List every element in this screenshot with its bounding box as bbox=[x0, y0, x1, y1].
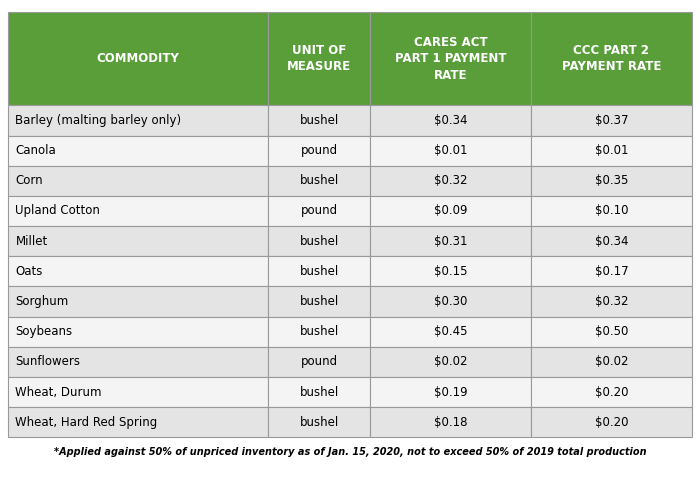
Bar bbox=[8, 377, 268, 407]
Bar bbox=[268, 256, 370, 286]
Bar bbox=[8, 196, 268, 226]
Bar bbox=[268, 166, 370, 196]
Text: $0.02: $0.02 bbox=[434, 355, 468, 368]
Bar bbox=[268, 105, 370, 136]
Text: $0.19: $0.19 bbox=[434, 386, 468, 399]
Text: $0.35: $0.35 bbox=[594, 174, 628, 187]
Text: Soybeans: Soybeans bbox=[15, 325, 73, 338]
Text: $0.32: $0.32 bbox=[594, 295, 628, 308]
Bar bbox=[370, 256, 531, 286]
Bar bbox=[370, 105, 531, 136]
Text: bushel: bushel bbox=[300, 386, 339, 399]
Bar bbox=[8, 136, 268, 166]
Text: COMMODITY: COMMODITY bbox=[97, 52, 180, 65]
Bar bbox=[268, 286, 370, 317]
Bar bbox=[268, 347, 370, 377]
Bar bbox=[531, 347, 692, 377]
Text: $0.20: $0.20 bbox=[594, 416, 628, 429]
Text: Canola: Canola bbox=[15, 144, 56, 157]
Text: $0.20: $0.20 bbox=[594, 386, 628, 399]
Text: $0.18: $0.18 bbox=[434, 416, 468, 429]
Bar bbox=[268, 196, 370, 226]
Text: bushel: bushel bbox=[300, 265, 339, 278]
Text: bushel: bushel bbox=[300, 235, 339, 248]
Text: $0.10: $0.10 bbox=[594, 205, 628, 217]
Bar bbox=[268, 12, 370, 105]
Text: pound: pound bbox=[301, 355, 338, 368]
Text: Sunflowers: Sunflowers bbox=[15, 355, 80, 368]
Bar bbox=[531, 377, 692, 407]
Bar bbox=[370, 407, 531, 437]
Bar bbox=[268, 226, 370, 256]
Text: *Applied against 50% of unpriced inventory as of Jan. 15, 2020, not to exceed 50: *Applied against 50% of unpriced invento… bbox=[54, 447, 646, 457]
Bar bbox=[531, 12, 692, 105]
Bar bbox=[8, 12, 268, 105]
Bar bbox=[370, 196, 531, 226]
Text: CCC PART 2
PAYMENT RATE: CCC PART 2 PAYMENT RATE bbox=[561, 44, 661, 73]
Bar bbox=[531, 256, 692, 286]
Text: pound: pound bbox=[301, 205, 338, 217]
Text: bushel: bushel bbox=[300, 295, 339, 308]
Bar bbox=[8, 105, 268, 136]
Bar bbox=[531, 317, 692, 347]
Bar bbox=[370, 286, 531, 317]
Bar bbox=[370, 377, 531, 407]
Bar bbox=[268, 377, 370, 407]
Text: Barley (malting barley only): Barley (malting barley only) bbox=[15, 114, 181, 127]
Text: CARES ACT
PART 1 PAYMENT
RATE: CARES ACT PART 1 PAYMENT RATE bbox=[395, 35, 507, 82]
Bar bbox=[8, 166, 268, 196]
Text: bushel: bushel bbox=[300, 416, 339, 429]
Text: Corn: Corn bbox=[15, 174, 43, 187]
Text: $0.09: $0.09 bbox=[434, 205, 468, 217]
Text: $0.50: $0.50 bbox=[594, 325, 628, 338]
Bar bbox=[531, 105, 692, 136]
Text: UNIT OF
MEASURE: UNIT OF MEASURE bbox=[287, 44, 351, 73]
Bar bbox=[531, 166, 692, 196]
Bar bbox=[531, 226, 692, 256]
Bar bbox=[8, 407, 268, 437]
Bar bbox=[268, 317, 370, 347]
Text: bushel: bushel bbox=[300, 325, 339, 338]
Bar bbox=[531, 196, 692, 226]
Bar bbox=[370, 226, 531, 256]
Text: Wheat, Durum: Wheat, Durum bbox=[15, 386, 102, 399]
Text: $0.32: $0.32 bbox=[434, 174, 468, 187]
Text: Wheat, Hard Red Spring: Wheat, Hard Red Spring bbox=[15, 416, 158, 429]
Bar bbox=[370, 166, 531, 196]
Bar bbox=[370, 136, 531, 166]
Text: Millet: Millet bbox=[15, 235, 48, 248]
Bar bbox=[370, 317, 531, 347]
Text: $0.01: $0.01 bbox=[434, 144, 468, 157]
Text: $0.34: $0.34 bbox=[594, 235, 628, 248]
Text: $0.30: $0.30 bbox=[434, 295, 468, 308]
Text: pound: pound bbox=[301, 144, 338, 157]
Bar bbox=[370, 347, 531, 377]
Text: $0.31: $0.31 bbox=[434, 235, 468, 248]
Text: $0.02: $0.02 bbox=[594, 355, 628, 368]
Text: $0.01: $0.01 bbox=[594, 144, 628, 157]
Text: $0.37: $0.37 bbox=[594, 114, 628, 127]
Bar bbox=[8, 286, 268, 317]
Text: Oats: Oats bbox=[15, 265, 43, 278]
Text: $0.17: $0.17 bbox=[594, 265, 628, 278]
Text: $0.45: $0.45 bbox=[434, 325, 468, 338]
Bar bbox=[531, 407, 692, 437]
Bar bbox=[268, 136, 370, 166]
Text: $0.34: $0.34 bbox=[434, 114, 468, 127]
Bar bbox=[8, 347, 268, 377]
Bar bbox=[8, 256, 268, 286]
Bar bbox=[8, 317, 268, 347]
Text: bushel: bushel bbox=[300, 174, 339, 187]
Bar bbox=[370, 12, 531, 105]
Bar bbox=[8, 226, 268, 256]
Text: bushel: bushel bbox=[300, 114, 339, 127]
Text: $0.15: $0.15 bbox=[434, 265, 468, 278]
Text: Upland Cotton: Upland Cotton bbox=[15, 205, 100, 217]
Text: Sorghum: Sorghum bbox=[15, 295, 69, 308]
Bar bbox=[268, 407, 370, 437]
Bar bbox=[531, 136, 692, 166]
Bar bbox=[531, 286, 692, 317]
